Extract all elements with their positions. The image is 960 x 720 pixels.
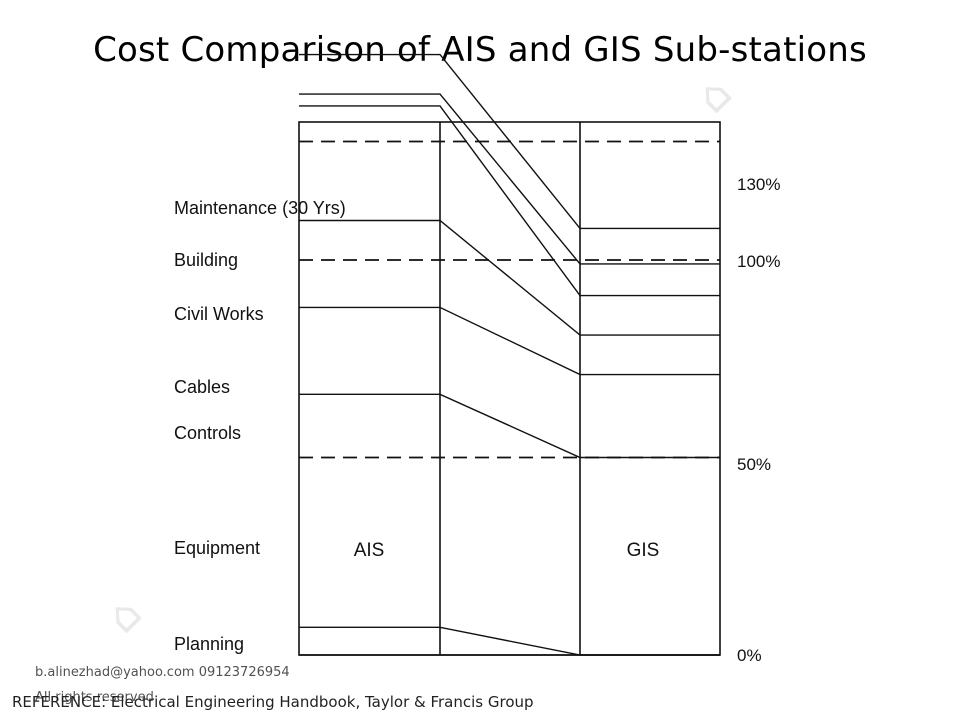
column-label-ais: AIS <box>354 540 385 561</box>
cost-boundary-line <box>299 306 720 376</box>
percent-label-50: 50% <box>737 455 771 474</box>
diagram-border <box>298 121 721 656</box>
reference-citation: REFERENCE: Electrical Engineering Handbo… <box>12 693 534 711</box>
percent-label-130: 130% <box>737 175 780 194</box>
diagram-frame <box>298 121 721 656</box>
percent-label-0: 0% <box>737 646 762 665</box>
cost-boundary-line <box>299 105 720 297</box>
reference-dash-lines <box>299 140 720 459</box>
column-label-gis: GIS <box>627 540 660 561</box>
category-label-building: Building <box>174 250 238 270</box>
category-label-cables: Cables <box>174 377 230 397</box>
cost-boundary-line <box>299 626 720 656</box>
cost-boundary-line <box>299 219 720 336</box>
category-label-controls: Controls <box>174 423 241 443</box>
percent-label-100: 100% <box>737 252 780 271</box>
category-label-planning: Planning <box>174 634 244 654</box>
cost-boundary-line <box>299 393 720 459</box>
cost-boundary-line <box>299 93 720 265</box>
category-label-equipment: Equipment <box>174 538 260 558</box>
rights-notice: All rights reserved <box>35 690 154 705</box>
slide-title: Cost Comparison of AIS and GIS Sub-stati… <box>93 30 867 70</box>
author-email: b.alinezhad@yahoo.com 09123726954 <box>35 665 290 680</box>
category-label-maintenance: Maintenance (30 Yrs) <box>174 198 346 218</box>
category-label-civil-works: Civil Works <box>174 304 264 324</box>
cost-boundary-lines <box>299 53 720 656</box>
